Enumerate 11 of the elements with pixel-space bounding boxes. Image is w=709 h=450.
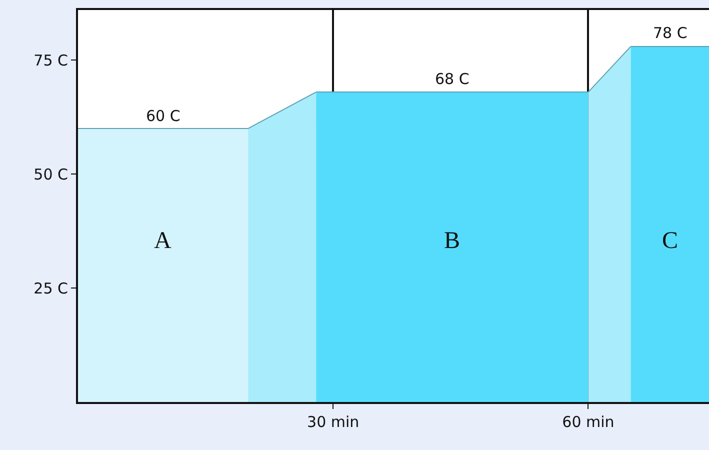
series-label: C	[662, 228, 678, 254]
series-label: B	[444, 228, 460, 254]
annotation: 60 C	[146, 107, 180, 125]
y-tick-label: 50 C	[34, 165, 68, 184]
y-tick-label: 25 C	[34, 279, 68, 298]
y-tick-label: 75 C	[34, 51, 68, 70]
annotation: 68 C	[435, 70, 470, 88]
series-label: A	[154, 228, 172, 254]
x-tick-label: 60 min	[562, 413, 614, 431]
annotation: 78 C	[653, 24, 688, 42]
x-tick-label: 30 min	[307, 413, 360, 431]
